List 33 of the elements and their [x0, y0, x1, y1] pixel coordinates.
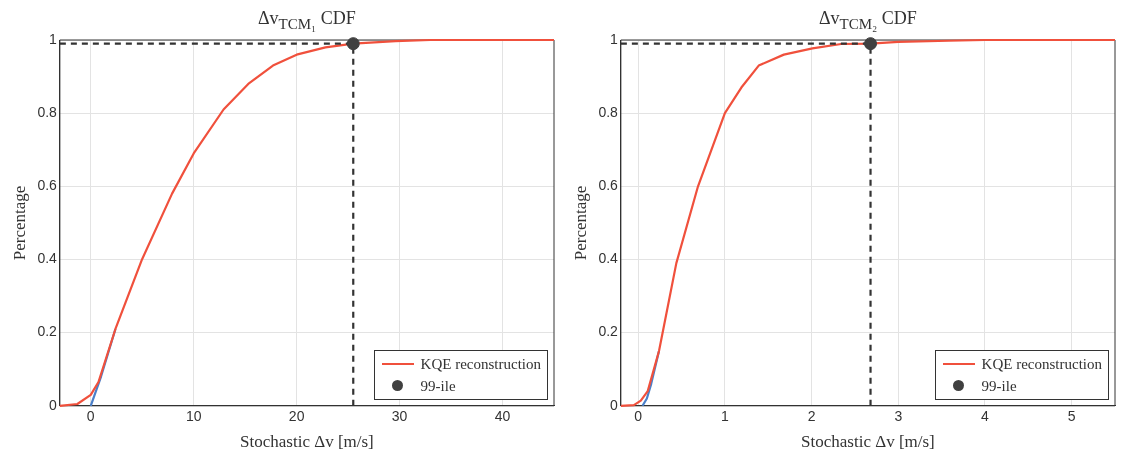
x-tick-label: 10	[185, 408, 202, 425]
x-tick-label: 0	[86, 408, 95, 425]
chart-title: Δv$_{TCM₂}$ CDF	[818, 8, 918, 33]
y-tick-label: 0.2	[598, 323, 619, 340]
chart-title: Δv$_{TCM₁}$ CDF	[257, 8, 357, 33]
y-tick-label: 0.6	[37, 177, 58, 194]
x-tick-label: 2	[807, 408, 816, 425]
legend-label: 99-ile	[420, 376, 456, 396]
x-axis-title: Stochastic Δv [m/s]	[801, 432, 935, 452]
x-tick-label: 30	[391, 408, 408, 425]
x-tick-label: 4	[981, 408, 990, 425]
x-tick-label: 20	[288, 408, 305, 425]
y-tick-label: 0.2	[37, 323, 58, 340]
legend-label: KQE reconstruction	[420, 354, 541, 374]
x-tick-label: 5	[1067, 408, 1076, 425]
y-tick-label: 0	[610, 396, 619, 413]
y-tick-label: 1	[610, 30, 619, 47]
x-axis-title: Stochastic Δv [m/s]	[240, 432, 374, 452]
y-axis-title: Percentage	[9, 185, 29, 261]
x-tick-label: 3	[894, 408, 903, 425]
x-tick-label: 0	[634, 408, 643, 425]
legend-label: 99-ile	[981, 376, 1017, 396]
legend-label: KQE reconstruction	[981, 354, 1102, 374]
y-tick-label: 0.4	[37, 250, 58, 267]
y-tick-label: 0	[49, 396, 58, 413]
y-axis-title: Percentage	[570, 185, 590, 261]
y-tick-label: 0.4	[598, 250, 619, 267]
y-tick-label: 0.8	[37, 104, 58, 121]
x-tick-label: 1	[720, 408, 729, 425]
y-tick-label: 1	[49, 30, 58, 47]
x-tick-label: 40	[494, 408, 511, 425]
y-tick-label: 0.6	[598, 177, 619, 194]
y-tick-label: 0.8	[598, 104, 619, 121]
